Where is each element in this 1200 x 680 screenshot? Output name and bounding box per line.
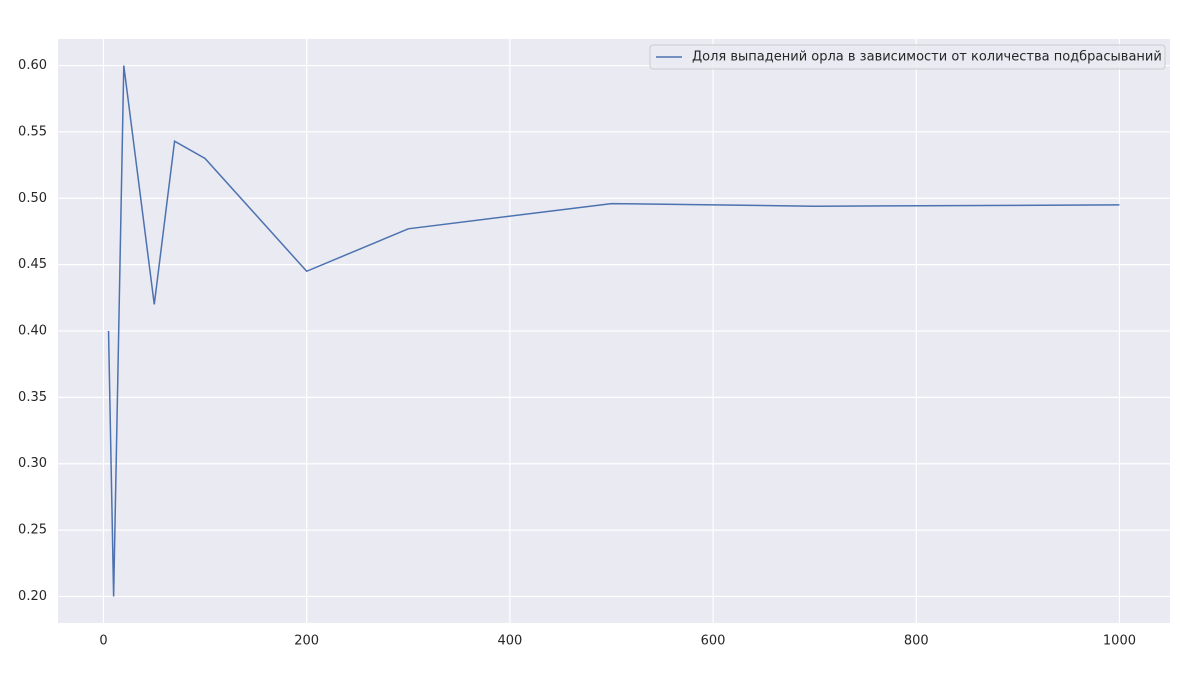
x-tick-label: 0 — [99, 634, 107, 649]
y-tick-label: 0.50 — [18, 191, 47, 206]
x-tick-label: 600 — [701, 634, 726, 649]
y-tick-label: 0.60 — [18, 58, 47, 73]
x-tick-label: 1000 — [1103, 634, 1136, 649]
y-tick-label: 0.45 — [18, 257, 47, 272]
legend-box — [649, 44, 1166, 70]
x-tick-label: 200 — [294, 634, 319, 649]
y-tick-label: 0.25 — [18, 523, 47, 538]
line — [107, 65, 1120, 597]
x-tick-label: 400 — [497, 634, 522, 649]
y-tick-label: 0.40 — [18, 324, 47, 339]
y-tick-label: 0.55 — [18, 124, 47, 139]
y-tick-label: 0.35 — [18, 390, 47, 405]
y-tick-label: 0.20 — [18, 589, 47, 604]
legend-label: Доля выпадений орла в зависимости от кол… — [692, 50, 1162, 65]
y-tick-label: 0.30 — [18, 456, 47, 471]
x-tick-label: 800 — [904, 634, 929, 649]
